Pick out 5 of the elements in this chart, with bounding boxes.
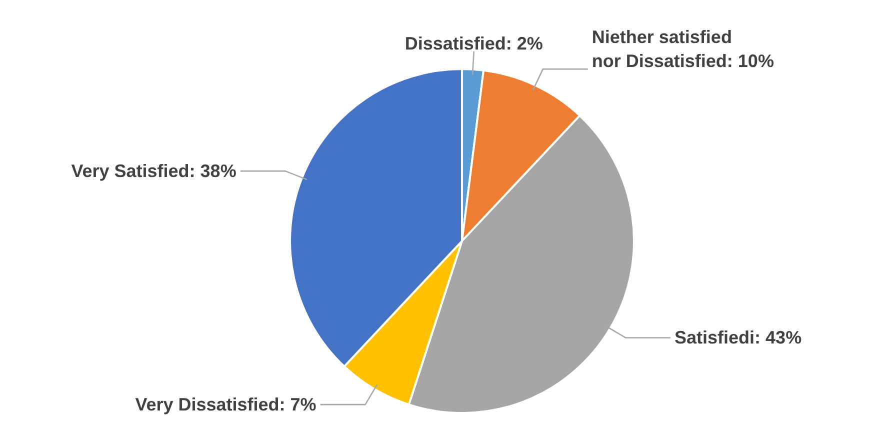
slice-label: Very Dissatisfied: 7% (135, 394, 316, 415)
slice-label: Dissatisfied: 2% (404, 33, 543, 54)
slice-label: Very Satisfied: 38% (71, 161, 236, 182)
slice-label: Satisfiedi: 43% (674, 328, 802, 348)
slice-label: Niether satisfied nor Dissatisfied: 10% (592, 27, 774, 72)
